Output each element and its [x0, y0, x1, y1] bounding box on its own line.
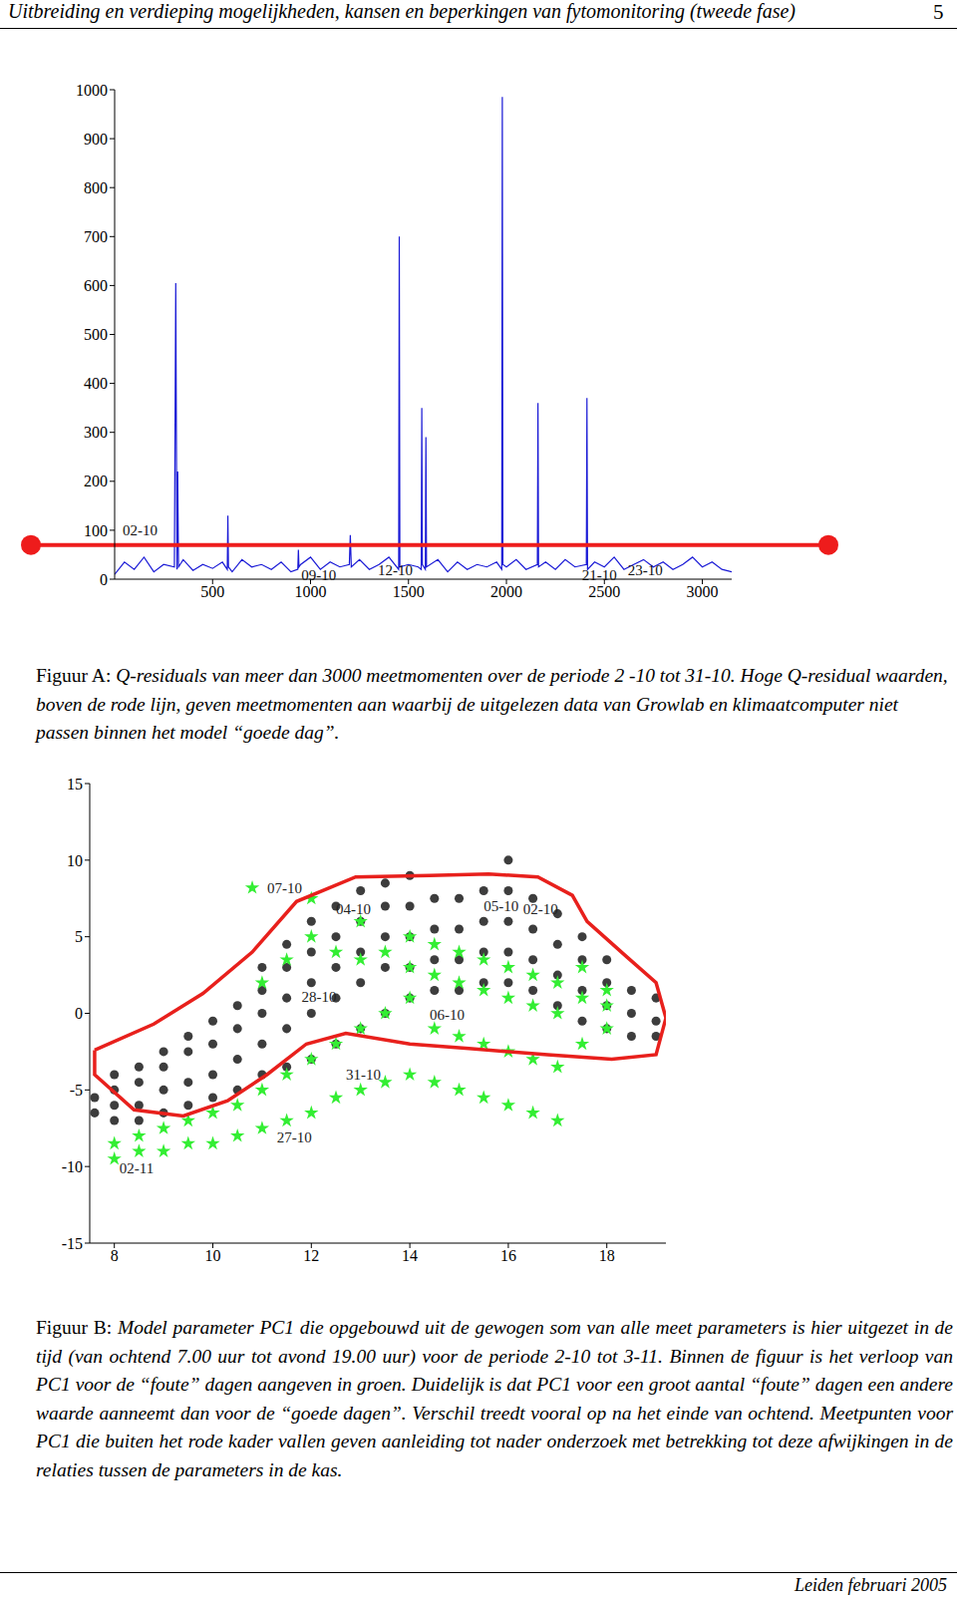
svg-text:-10: -10 [61, 1158, 83, 1176]
svg-text:1000: 1000 [295, 583, 327, 601]
svg-text:8: 8 [110, 1247, 119, 1265]
svg-text:-5: -5 [69, 1081, 83, 1099]
svg-text:05-10: 05-10 [483, 898, 519, 915]
svg-text:-15: -15 [61, 1235, 83, 1253]
svg-text:10: 10 [205, 1247, 222, 1265]
html-text:Figuur A: Q-residuals van meer: Figuur A: Q-residuals van meer dan 3000 … [35, 664, 948, 743]
svg-text:2000: 2000 [490, 583, 523, 601]
svg-text:1000: 1000 [75, 81, 108, 99]
svg-text:700: 700 [83, 228, 108, 246]
svg-text:12: 12 [303, 1247, 319, 1265]
svg-text:300: 300 [83, 423, 108, 441]
html-text:5: 5 [933, 0, 944, 24]
svg-text:10: 10 [66, 852, 83, 870]
svg-text:02-11: 02-11 [119, 1160, 154, 1177]
svg-text:15: 15 [66, 775, 83, 793]
svg-text:18: 18 [599, 1247, 616, 1265]
svg-text:5: 5 [74, 928, 83, 946]
svg-text:500: 500 [83, 325, 108, 343]
svg-text:04-10: 04-10 [335, 901, 371, 918]
svg-text:1500: 1500 [392, 583, 425, 601]
html-text:Figuur B: Model parameter PC1: Figuur B: Model parameter PC1 die opgebo… [35, 1316, 954, 1481]
svg-text:12-10: 12-10 [377, 562, 413, 579]
svg-text:02-10: 02-10 [523, 901, 559, 918]
svg-text:27-10: 27-10 [277, 1129, 313, 1146]
svg-text:100: 100 [83, 522, 108, 540]
svg-text:31-10: 31-10 [345, 1066, 381, 1083]
svg-text:02-10: 02-10 [122, 522, 158, 539]
html-text:Uitbreiding en verdieping moge: Uitbreiding en verdieping mogelijkheden,… [7, 0, 796, 22]
svg-text:06-10: 06-10 [429, 1006, 465, 1023]
svg-text:21-10: 21-10 [582, 567, 618, 584]
svg-text:2500: 2500 [588, 583, 621, 601]
svg-text:16: 16 [500, 1247, 517, 1265]
svg-text:14: 14 [401, 1247, 418, 1265]
svg-text:600: 600 [83, 277, 108, 295]
svg-text:800: 800 [83, 179, 108, 197]
svg-text:900: 900 [83, 130, 108, 148]
svg-text:23-10: 23-10 [628, 562, 663, 579]
svg-text:400: 400 [83, 374, 108, 392]
svg-text:07-10: 07-10 [267, 880, 303, 897]
html-text:Leiden februari 2005: Leiden februari 2005 [794, 1575, 948, 1595]
svg-text:500: 500 [200, 583, 225, 601]
svg-text:09-10: 09-10 [301, 567, 336, 584]
svg-text:200: 200 [83, 472, 108, 490]
svg-text:0: 0 [99, 571, 108, 589]
svg-text:3000: 3000 [686, 583, 719, 601]
svg-text:28-10: 28-10 [301, 988, 336, 1005]
svg-text:0: 0 [74, 1004, 83, 1022]
